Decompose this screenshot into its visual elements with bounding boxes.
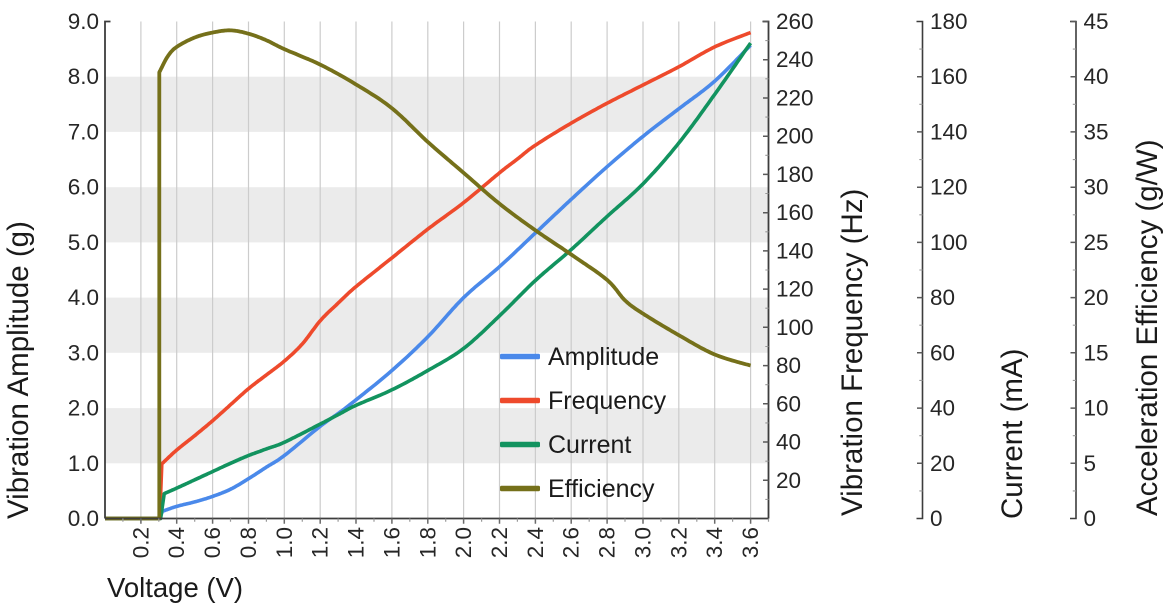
svg-text:1.2: 1.2 — [308, 527, 333, 558]
svg-text:0.6: 0.6 — [200, 527, 225, 558]
svg-text:100: 100 — [930, 230, 968, 255]
svg-text:6.0: 6.0 — [68, 175, 99, 200]
svg-text:3.0: 3.0 — [68, 340, 99, 365]
svg-text:Acceleration Efficiency (g/W): Acceleration Efficiency (g/W) — [1131, 139, 1164, 516]
svg-text:2.0: 2.0 — [68, 396, 99, 421]
svg-text:Frequency: Frequency — [548, 387, 667, 415]
svg-text:0.8: 0.8 — [236, 527, 261, 558]
svg-text:1.6: 1.6 — [379, 527, 404, 558]
svg-text:80: 80 — [776, 353, 801, 378]
svg-text:Amplitude: Amplitude — [548, 343, 659, 371]
svg-text:0: 0 — [930, 506, 943, 531]
svg-text:40: 40 — [930, 396, 955, 421]
svg-text:140: 140 — [776, 238, 814, 263]
svg-text:0.0: 0.0 — [68, 506, 99, 531]
svg-text:1.0: 1.0 — [272, 527, 297, 558]
svg-text:40: 40 — [776, 430, 801, 455]
svg-text:45: 45 — [1084, 9, 1109, 34]
svg-text:20: 20 — [776, 468, 801, 493]
svg-text:30: 30 — [1084, 175, 1109, 200]
svg-text:120: 120 — [930, 175, 968, 200]
svg-text:60: 60 — [930, 340, 955, 365]
svg-text:5: 5 — [1084, 451, 1097, 476]
svg-text:120: 120 — [776, 277, 814, 302]
svg-text:Vibration Frequency (Hz): Vibration Frequency (Hz) — [836, 189, 869, 516]
svg-text:2.2: 2.2 — [487, 527, 512, 558]
svg-text:35: 35 — [1084, 119, 1109, 144]
svg-text:1.4: 1.4 — [344, 527, 369, 558]
svg-text:260: 260 — [776, 9, 814, 34]
svg-text:60: 60 — [776, 391, 801, 416]
svg-text:Vibration Amplitude (g): Vibration Amplitude (g) — [2, 221, 35, 519]
svg-text:10: 10 — [1084, 396, 1109, 421]
svg-text:0.2: 0.2 — [128, 527, 153, 558]
svg-text:160: 160 — [930, 64, 968, 89]
svg-text:2.8: 2.8 — [595, 527, 620, 558]
svg-text:160: 160 — [776, 200, 814, 225]
svg-text:0.4: 0.4 — [164, 527, 189, 558]
svg-text:3.6: 3.6 — [738, 527, 763, 558]
svg-text:180: 180 — [930, 9, 968, 34]
svg-text:40: 40 — [1084, 64, 1109, 89]
svg-text:220: 220 — [776, 86, 814, 111]
svg-text:200: 200 — [776, 124, 814, 149]
svg-text:20: 20 — [1084, 285, 1109, 310]
svg-text:2.4: 2.4 — [523, 527, 548, 558]
svg-text:8.0: 8.0 — [68, 64, 99, 89]
svg-text:3.4: 3.4 — [702, 527, 727, 558]
svg-text:2.6: 2.6 — [559, 527, 584, 558]
svg-text:1.0: 1.0 — [68, 451, 99, 476]
svg-text:9.0: 9.0 — [68, 9, 99, 34]
svg-text:240: 240 — [776, 47, 814, 72]
svg-text:25: 25 — [1084, 230, 1109, 255]
svg-text:0: 0 — [1084, 506, 1097, 531]
svg-text:100: 100 — [776, 315, 814, 340]
svg-text:4.0: 4.0 — [68, 285, 99, 310]
svg-text:5.0: 5.0 — [68, 230, 99, 255]
svg-text:140: 140 — [930, 119, 968, 144]
svg-text:3.2: 3.2 — [666, 527, 691, 558]
svg-text:15: 15 — [1084, 340, 1109, 365]
svg-text:1.8: 1.8 — [415, 527, 440, 558]
svg-text:7.0: 7.0 — [68, 120, 99, 145]
svg-text:3.0: 3.0 — [631, 527, 656, 558]
svg-text:80: 80 — [930, 285, 955, 310]
svg-text:Current: Current — [548, 431, 631, 459]
svg-text:Current (mA): Current (mA) — [996, 349, 1029, 519]
svg-text:2.0: 2.0 — [451, 527, 476, 558]
svg-text:20: 20 — [930, 451, 955, 476]
svg-text:Efficiency: Efficiency — [548, 475, 655, 503]
svg-text:Voltage (V): Voltage (V) — [107, 572, 243, 603]
svg-text:180: 180 — [776, 162, 814, 187]
